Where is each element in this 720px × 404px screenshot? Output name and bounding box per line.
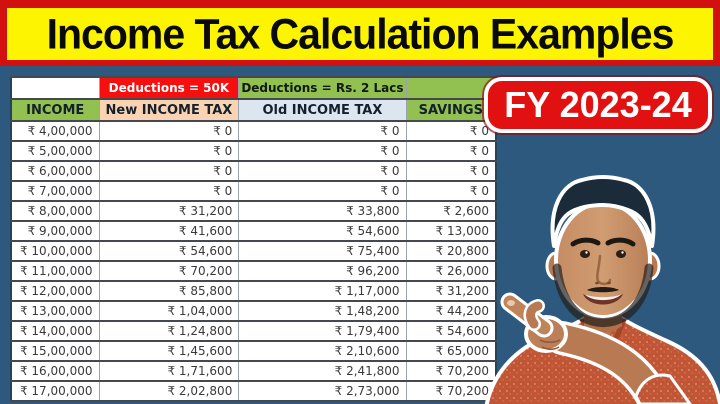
cell-savings: ₹ 65,000 (405, 340, 497, 362)
cell-new-tax: ₹ 0 (98, 140, 240, 162)
title-banner: Income Tax Calculation Examples (0, 0, 720, 66)
table-row: ₹ 13,00,000 ₹ 1,04,000 ₹ 1,48,200 ₹ 44,2… (10, 300, 497, 322)
table-row: ₹ 16,00,000 ₹ 1,71,600 ₹ 2,41,800 ₹ 70,2… (10, 360, 497, 382)
deductions-header-row: Deductions = 50K Deductions = Rs. 2 Lacs (10, 76, 497, 100)
cell-income: ₹ 11,00,000 (10, 260, 100, 282)
tax-table-container: Deductions = 50K Deductions = Rs. 2 Lacs… (10, 76, 498, 402)
cell-new-tax: ₹ 1,71,600 (98, 360, 240, 382)
cell-income: ₹ 12,00,000 (10, 280, 100, 302)
cell-new-tax: ₹ 70,200 (98, 260, 240, 282)
cell-savings: ₹ 44,200 (405, 300, 497, 322)
column-header-row: INCOME New INCOME TAX Old INCOME TAX SAV… (10, 98, 497, 122)
table-row: ₹ 12,00,000 ₹ 85,800 ₹ 1,17,000 ₹ 31,200 (10, 280, 497, 302)
cell-savings: ₹ 70,200 (405, 360, 497, 382)
cell-income: ₹ 4,00,000 (10, 120, 100, 142)
cell-savings: ₹ 0 (405, 160, 497, 182)
col-header-income: INCOME (10, 98, 100, 122)
cell-savings: ₹ 13,000 (405, 220, 497, 242)
cell-old-tax: ₹ 33,800 (238, 200, 407, 222)
cell-old-tax: ₹ 1,17,000 (238, 280, 407, 302)
cell-savings: ₹ 31,200 (405, 280, 497, 302)
table-row: ₹ 7,00,000 ₹ 0 ₹ 0 ₹ 0 (10, 180, 497, 202)
cell-new-tax: ₹ 85,800 (98, 280, 240, 302)
cell-new-tax: ₹ 41,600 (98, 220, 240, 242)
cell-old-tax: ₹ 0 (238, 180, 407, 202)
table-row: ₹ 15,00,000 ₹ 1,45,600 ₹ 2,10,600 ₹ 65,0… (10, 340, 497, 362)
cell-income: ₹ 17,00,000 (10, 380, 100, 402)
table-row: ₹ 10,00,000 ₹ 54,600 ₹ 75,400 ₹ 20,800 (10, 240, 497, 262)
table-row: ₹ 8,00,000 ₹ 31,200 ₹ 33,800 ₹ 2,600 (10, 200, 497, 222)
cell-new-tax: ₹ 0 (98, 180, 240, 202)
cell-income: ₹ 5,00,000 (10, 140, 100, 162)
cell-new-tax: ₹ 0 (98, 120, 240, 142)
table-row: ₹ 17,00,000 ₹ 2,02,800 ₹ 2,73,000 ₹ 70,2… (10, 380, 497, 402)
group-header-empty (10, 76, 100, 100)
col-header-old-tax: Old INCOME TAX (238, 98, 407, 122)
col-header-new-tax: New INCOME TAX (98, 98, 240, 122)
cell-old-tax: ₹ 96,200 (238, 260, 407, 282)
table-row: ₹ 14,00,000 ₹ 1,24,800 ₹ 1,79,400 ₹ 54,6… (10, 320, 497, 342)
cell-income: ₹ 13,00,000 (10, 300, 100, 322)
cell-income: ₹ 7,00,000 (10, 180, 100, 202)
cell-old-tax: ₹ 0 (238, 160, 407, 182)
cell-income: ₹ 10,00,000 (10, 240, 100, 262)
cell-new-tax: ₹ 1,04,000 (98, 300, 240, 322)
group-header-savings-spacer (405, 76, 497, 100)
cell-savings: ₹ 0 (405, 180, 497, 202)
cell-savings: ₹ 0 (405, 120, 497, 142)
cell-savings: ₹ 0 (405, 140, 497, 162)
fiscal-year-badge: FY 2023-24 (484, 77, 712, 133)
group-header-new-deductions: Deductions = 50K (98, 76, 240, 100)
cell-old-tax: ₹ 54,600 (238, 220, 407, 242)
cell-savings: ₹ 70,200 (405, 380, 497, 402)
cell-old-tax: ₹ 75,400 (238, 240, 407, 262)
cell-old-tax: ₹ 0 (238, 140, 407, 162)
table-body: ₹ 4,00,000 ₹ 0 ₹ 0 ₹ 0 ₹ 5,00,000 ₹ 0 ₹ … (10, 120, 497, 402)
cell-income: ₹ 6,00,000 (10, 160, 100, 182)
table-row: ₹ 11,00,000 ₹ 70,200 ₹ 96,200 ₹ 26,000 (10, 260, 497, 282)
cell-income: ₹ 14,00,000 (10, 320, 100, 342)
cell-new-tax: ₹ 1,24,800 (98, 320, 240, 342)
cell-old-tax: ₹ 0 (238, 120, 407, 142)
income-tax-table: Deductions = 50K Deductions = Rs. 2 Lacs… (10, 76, 498, 402)
cell-old-tax: ₹ 2,73,000 (238, 380, 407, 402)
cell-old-tax: ₹ 2,41,800 (238, 360, 407, 382)
cell-savings: ₹ 20,800 (405, 240, 497, 262)
table-row: ₹ 5,00,000 ₹ 0 ₹ 0 ₹ 0 (10, 140, 497, 162)
table-row: ₹ 9,00,000 ₹ 41,600 ₹ 54,600 ₹ 13,000 (10, 220, 497, 242)
cell-new-tax: ₹ 54,600 (98, 240, 240, 262)
cell-savings: ₹ 54,600 (405, 320, 497, 342)
presenter-pointing-hand (500, 292, 692, 404)
cell-income: ₹ 9,00,000 (10, 220, 100, 242)
cell-old-tax: ₹ 1,48,200 (238, 300, 407, 322)
page-title: Income Tax Calculation Examples (46, 9, 675, 58)
cell-income: ₹ 15,00,000 (10, 340, 100, 362)
presenter-pointing-image (484, 175, 720, 404)
cell-savings: ₹ 26,000 (405, 260, 497, 282)
group-header-old-deductions: Deductions = Rs. 2 Lacs (238, 76, 407, 100)
fiscal-year-badge-text: FY 2023-24 (504, 84, 692, 125)
table-row: ₹ 6,00,000 ₹ 0 ₹ 0 ₹ 0 (10, 160, 497, 182)
cell-old-tax: ₹ 1,79,400 (238, 320, 407, 342)
cell-new-tax: ₹ 0 (98, 160, 240, 182)
table-row: ₹ 4,00,000 ₹ 0 ₹ 0 ₹ 0 (10, 120, 497, 142)
cell-savings: ₹ 2,600 (405, 200, 497, 222)
cell-new-tax: ₹ 2,02,800 (98, 380, 240, 402)
cell-income: ₹ 8,00,000 (10, 200, 100, 222)
cell-income: ₹ 16,00,000 (10, 360, 100, 382)
presenter-head (545, 175, 661, 327)
cell-old-tax: ₹ 2,10,600 (238, 340, 407, 362)
cell-new-tax: ₹ 1,45,600 (98, 340, 240, 362)
col-header-savings: SAVINGS (405, 98, 497, 122)
cell-new-tax: ₹ 31,200 (98, 200, 240, 222)
